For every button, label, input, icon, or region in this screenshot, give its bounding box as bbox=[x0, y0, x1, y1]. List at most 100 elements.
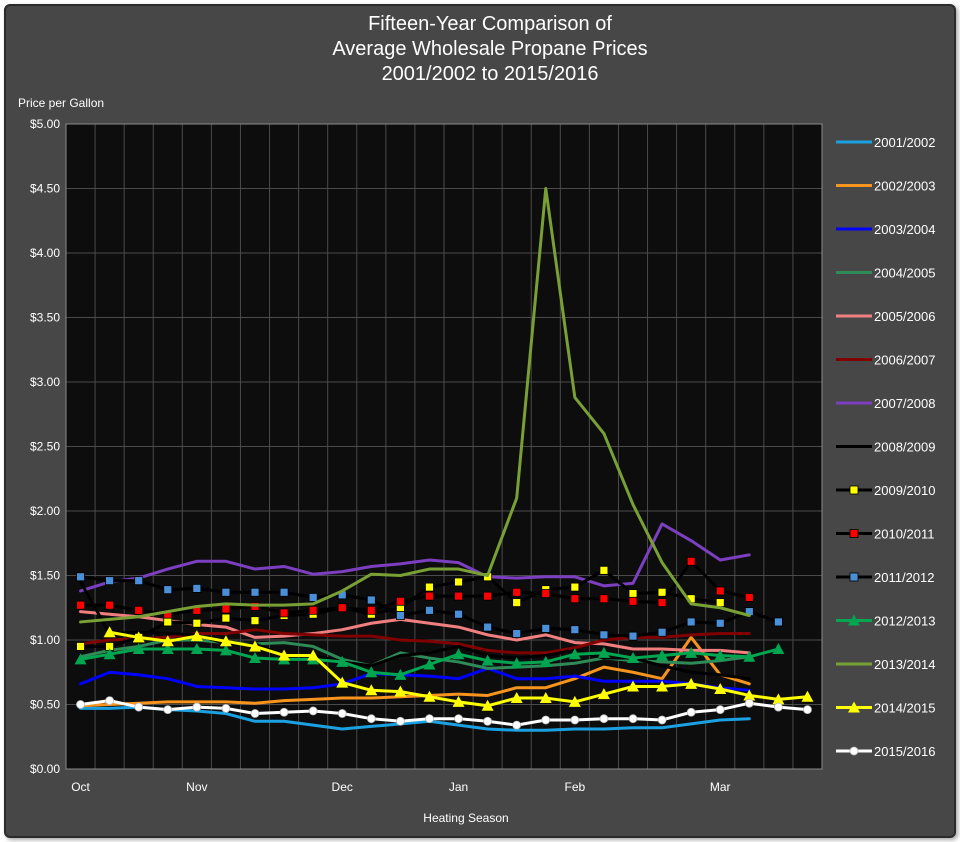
data-point-2010-2011 bbox=[425, 591, 434, 601]
x-axis-ticks: Oct Nov Dec Jan Feb Mar bbox=[71, 780, 730, 794]
legend-marker bbox=[849, 485, 859, 495]
legend-item-2015-2016: 2015/2016 bbox=[836, 744, 935, 759]
data-point-2014-2015 bbox=[481, 699, 494, 711]
data-point-2011-2012 bbox=[366, 595, 376, 605]
y-tick-label: $2.50 bbox=[30, 440, 60, 454]
series-line-2007-2008 bbox=[79, 522, 751, 593]
data-point-2015-2016 bbox=[425, 714, 434, 724]
data-point-2012-2013 bbox=[394, 668, 407, 680]
x-tick-label: Oct bbox=[71, 780, 90, 794]
legend-item-2008-2009: 2008/2009 bbox=[836, 440, 935, 455]
legend-item-2011-2012: 2011/2012 bbox=[836, 570, 935, 585]
legend-marker bbox=[849, 529, 859, 538]
data-point-2014-2015 bbox=[539, 692, 552, 704]
data-point-2011-2012 bbox=[221, 587, 231, 597]
chart-title-line-3: 2001/2002 to 2015/2016 bbox=[382, 63, 599, 85]
data-point-2014-2015 bbox=[336, 676, 349, 688]
data-point-2015-2016 bbox=[279, 707, 289, 717]
x-tick-label: Dec bbox=[332, 780, 353, 794]
legend-item-2002-2003: 2002/2003 bbox=[836, 179, 935, 194]
data-point-2010-2011 bbox=[570, 594, 580, 604]
data-point-2015-2016 bbox=[192, 702, 202, 712]
data-point-2015-2016 bbox=[366, 714, 376, 724]
data-point-2009-2010 bbox=[76, 642, 85, 651]
legend-item-2009-2010: 2009/2010 bbox=[836, 483, 935, 498]
data-point-2011-2012 bbox=[279, 587, 289, 597]
data-point-2011-2012 bbox=[570, 625, 580, 635]
data-point-2011-2012 bbox=[773, 617, 783, 627]
data-point-2012-2013 bbox=[656, 649, 669, 661]
data-point-2012-2013 bbox=[568, 648, 581, 660]
data-point-2012-2013 bbox=[74, 653, 87, 665]
data-point-2010-2011 bbox=[686, 556, 696, 566]
data-point-2010-2011 bbox=[512, 587, 522, 597]
data-point-2012-2013 bbox=[452, 648, 465, 660]
data-point-2009-2010 bbox=[163, 617, 173, 627]
data-point-2012-2013 bbox=[510, 657, 523, 669]
data-point-2009-2010 bbox=[221, 613, 231, 623]
legend-label: 2011/2012 bbox=[874, 570, 935, 585]
legend-marker bbox=[849, 572, 859, 582]
x-tick-label: Nov bbox=[186, 780, 207, 794]
series-line-2013-2014 bbox=[79, 187, 751, 624]
data-point-2014-2015 bbox=[627, 680, 639, 692]
data-point-2015-2016 bbox=[337, 709, 347, 718]
data-point-2009-2010 bbox=[454, 577, 463, 587]
data-point-2010-2011 bbox=[454, 591, 463, 601]
data-point-2015-2016 bbox=[395, 716, 405, 726]
legend-label: 2010/2011 bbox=[874, 527, 935, 542]
data-point-2010-2011 bbox=[599, 594, 609, 604]
data-point-2011-2012 bbox=[134, 576, 144, 586]
x-tick-label: Mar bbox=[710, 780, 731, 794]
data-point-2011-2012 bbox=[686, 617, 696, 627]
data-point-2011-2012 bbox=[163, 585, 173, 595]
series-2002-2003 bbox=[79, 635, 751, 708]
y-tick-label: $3.50 bbox=[30, 311, 60, 325]
legend-label: 2001/2002 bbox=[874, 135, 935, 150]
data-point-2014-2015 bbox=[597, 688, 610, 700]
data-point-2014-2015 bbox=[219, 635, 232, 647]
legend-item-2010-2011: 2010/2011 bbox=[836, 527, 935, 542]
y-tick-label: $0.50 bbox=[30, 698, 60, 712]
series-2015-2016 bbox=[76, 696, 812, 730]
data-point-2015-2016 bbox=[570, 715, 580, 725]
data-point-2011-2012 bbox=[657, 627, 667, 637]
data-point-2014-2015 bbox=[656, 680, 669, 692]
data-point-2010-2011 bbox=[337, 603, 347, 613]
data-point-2015-2016 bbox=[744, 698, 754, 708]
data-point-2009-2010 bbox=[512, 598, 522, 607]
series-2003-2004 bbox=[79, 666, 751, 692]
plot-border bbox=[65, 123, 823, 770]
data-point-2012-2013 bbox=[597, 646, 610, 658]
series-2014-2015 bbox=[103, 626, 814, 711]
series-line-2003-2004 bbox=[79, 666, 751, 692]
legend-item-2013-2014: 2013/2014 bbox=[836, 657, 935, 672]
data-point-2011-2012 bbox=[76, 572, 85, 582]
y-tick-label: $4.50 bbox=[30, 182, 60, 196]
data-point-2009-2010 bbox=[715, 598, 725, 607]
series-2010-2011 bbox=[76, 556, 754, 619]
legend-label: 2007/2008 bbox=[874, 396, 935, 411]
data-point-2014-2015 bbox=[103, 626, 116, 638]
data-point-2011-2012 bbox=[192, 584, 202, 593]
data-point-2014-2015 bbox=[801, 690, 814, 702]
data-point-2009-2010 bbox=[425, 582, 434, 592]
data-point-2012-2013 bbox=[103, 648, 116, 660]
data-point-2011-2012 bbox=[395, 611, 405, 620]
data-point-2015-2016 bbox=[657, 715, 667, 725]
data-point-2009-2010 bbox=[599, 565, 609, 575]
legend-item-2001-2002: 2001/2002 bbox=[836, 135, 935, 150]
data-point-2014-2015 bbox=[190, 630, 203, 642]
data-point-2015-2016 bbox=[105, 696, 115, 706]
legend-marker bbox=[849, 746, 859, 756]
data-point-2014-2015 bbox=[714, 683, 727, 695]
data-point-2012-2013 bbox=[190, 643, 203, 655]
data-point-2009-2010 bbox=[628, 589, 638, 598]
chart-title-line-1: Fifteen-Year Comparison of bbox=[368, 13, 612, 35]
data-point-2014-2015 bbox=[772, 693, 785, 705]
data-point-2015-2016 bbox=[599, 714, 609, 724]
data-point-2015-2016 bbox=[483, 716, 493, 726]
series-2001-2002 bbox=[79, 705, 751, 732]
y-axis-ticks: $0.00 $0.50 $1.00 $1.50 $2.00 $2.50 $3.00 $3.50… bbox=[30, 117, 60, 776]
